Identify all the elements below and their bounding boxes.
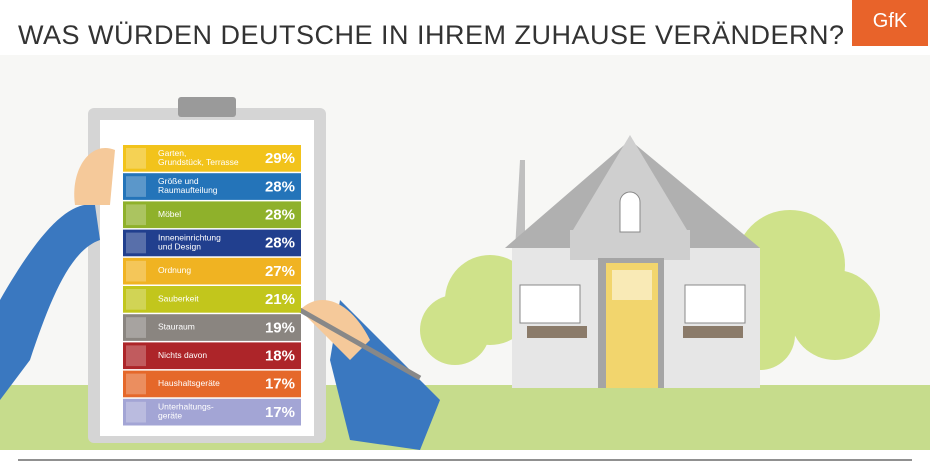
row-value: 27% [265,263,295,280]
row-label: und Design [158,241,201,251]
row-value: 17% [265,376,295,393]
row [123,173,301,200]
row-label: Stauraum [158,322,195,332]
row-icon [126,401,146,423]
row-icon [126,232,146,254]
row [123,342,301,370]
logo-box [852,0,928,46]
row-label: Nichts davon [158,350,207,360]
row-value: 17% [265,404,295,421]
row-value: 29% [265,150,295,167]
row-icon [126,204,146,226]
row-label: Möbel [158,209,181,219]
row [123,314,301,341]
row [123,286,301,313]
row-value: 28% [265,206,295,223]
row-label: Grundstück, Terrasse [158,157,239,167]
row-label: Sauberkeit [158,293,199,303]
row [123,145,301,172]
row [123,370,301,398]
row [123,398,301,426]
row-value: 19% [265,319,295,336]
row [123,257,301,285]
arms [0,148,440,450]
title: WAS WÜRDEN DEUTSCHE IN IHREM ZUHAUSE VER… [18,20,845,50]
row-icon [126,317,146,338]
row-value: 18% [265,347,295,364]
logo: GfK [873,10,908,32]
house [505,135,760,388]
row-label: Garten, [158,148,186,158]
row-value: 28% [265,235,295,252]
row-label: geräte [158,411,182,421]
trees [420,210,880,370]
row-label: Raumaufteilung [158,185,218,195]
row-icon [126,148,146,169]
row [123,201,301,229]
row-icon [126,176,146,197]
clip [178,97,236,117]
row-icon [126,260,146,282]
row-icon [126,373,146,395]
row-label: Inneneinrichtung [158,232,221,242]
row-label: Größe und [158,176,199,186]
row-label: Unterhaltungs- [158,402,214,412]
row [123,229,301,257]
row-value: 21% [265,291,295,308]
row-label: Ordnung [158,265,191,275]
row-value: 28% [265,178,295,195]
row-icon [126,345,146,367]
row-label: Haushaltsgeräte [158,378,220,388]
row-icon [126,289,146,310]
